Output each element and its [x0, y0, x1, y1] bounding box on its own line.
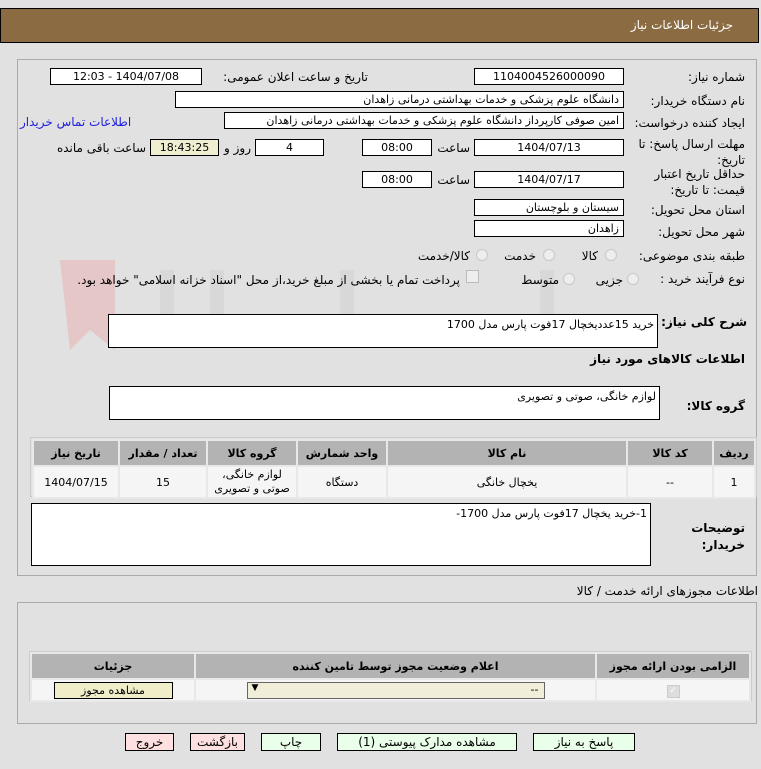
- cell-name: یخچال خانگی: [386, 465, 628, 499]
- payment-note: پرداخت تمام یا بخشی از مبلغ خرید،از محل …: [77, 273, 460, 287]
- items-table: ردیف کد کالا نام کالا واحد شمارش گروه کا…: [32, 439, 756, 499]
- cell-row: 1: [712, 465, 756, 499]
- reply-button[interactable]: پاسخ به نیاز: [533, 733, 635, 751]
- need-number-label: شماره نیاز:: [688, 70, 745, 84]
- details-panel: [17, 59, 757, 576]
- creator-label: ایجاد کننده درخواست:: [634, 116, 745, 130]
- summary-textarea[interactable]: خرید 15عددیخچال 17فوت پارس مدل 1700: [108, 314, 658, 348]
- buyer-notes-label: توضیحات خریدار:: [691, 521, 745, 552]
- group-label: گروه کالا:: [686, 399, 745, 413]
- col-group: گروه کالا: [206, 439, 298, 467]
- deadline-date-field: 1404/07/13: [474, 139, 624, 156]
- action-buttons: پاسخ به نیاز مشاهده مدارک پیوستی (1) چاپ…: [125, 733, 635, 751]
- exit-button[interactable]: خروج: [125, 733, 174, 751]
- col-details: جزئیات: [30, 652, 196, 680]
- col-name: نام کالا: [386, 439, 628, 467]
- deadline-time-label: ساعت: [437, 141, 470, 155]
- chevron-down-icon: ▼: [251, 682, 259, 693]
- process-label: نوع فرآیند خرید :: [660, 272, 745, 286]
- days-label: روز و: [224, 141, 251, 155]
- buyer-notes-textarea[interactable]: 1-خرید یخچال 17فوت پارس مدل 1700-: [31, 503, 651, 566]
- process-option-minor: جزیی: [595, 273, 623, 287]
- days-remaining-field: 4: [255, 139, 324, 156]
- col-date: تاریخ نیاز: [32, 439, 120, 467]
- deadline-time-field: 08:00: [362, 139, 432, 156]
- validity-time-label: ساعت: [437, 173, 470, 187]
- cell-unit: دستگاه: [296, 465, 388, 499]
- buyer-contact-link[interactable]: اطلاعات تماس خریدار: [20, 115, 132, 129]
- category-radio-service[interactable]: [543, 249, 555, 261]
- cell-qty: 15: [118, 465, 208, 499]
- city-field: زاهدان: [474, 220, 624, 237]
- back-button[interactable]: بازگشت: [190, 733, 245, 751]
- category-radio-both[interactable]: [476, 249, 488, 261]
- table-row: 1 -- یخچال خانگی دستگاه لوازم خانگی، صوت…: [32, 465, 756, 499]
- col-unit: واحد شمارش: [296, 439, 388, 467]
- permit-status-select[interactable]: -- ▼: [246, 681, 545, 699]
- cell-date: 1404/07/15: [32, 465, 120, 499]
- cell-code: --: [626, 465, 714, 499]
- category-option-goods: کالا: [581, 249, 598, 263]
- col-row: ردیف: [712, 439, 756, 467]
- time-remaining-label: ساعت باقی مانده: [56, 141, 146, 155]
- table-row: ✓ -- ▼ مشاهده مجوز: [30, 678, 751, 702]
- validity-label: حداقل تاریخ اعتبار قیمت: تا تاریخ:: [654, 167, 745, 197]
- province-label: استان محل تحویل:: [650, 203, 745, 217]
- col-status: اعلام وضعیت مجوز توسط تامین کننده: [194, 652, 597, 680]
- category-option-both: کالا/خدمت: [417, 249, 470, 263]
- process-option-medium: متوسط: [521, 273, 559, 287]
- validity-time-field: 08:00: [362, 171, 432, 188]
- process-radio-medium[interactable]: [563, 273, 575, 285]
- view-permit-button[interactable]: مشاهده مجوز: [53, 681, 173, 699]
- summary-label: شرح کلی نیاز:: [661, 315, 747, 329]
- category-option-service: خدمت: [504, 249, 536, 263]
- permits-panel: [17, 602, 757, 724]
- announce-field: 1404/07/08 - 12:03: [50, 68, 202, 85]
- group-textarea[interactable]: لوازم خانگی، صوتی و تصویری: [109, 386, 660, 420]
- col-qty: تعداد / مقدار: [118, 439, 208, 467]
- page-title: جزئیات اطلاعات نیاز: [630, 18, 733, 32]
- cell-group: لوازم خانگی، صوتی و تصویری: [206, 465, 298, 499]
- attachments-button[interactable]: مشاهده مدارک پیوستی (1): [337, 733, 517, 751]
- col-code: کد کالا: [626, 439, 714, 467]
- col-required: الزامی بودن ارائه مجوز: [595, 652, 751, 680]
- announce-label: تاریخ و ساعت اعلان عمومی:: [223, 70, 368, 84]
- need-number-field: 1104004526000090: [474, 68, 624, 85]
- time-remaining-field: 18:43:25: [150, 139, 219, 156]
- category-radio-goods[interactable]: [605, 249, 617, 261]
- treasury-checkbox[interactable]: [466, 270, 479, 283]
- buyer-field: دانشگاه علوم پزشکی و خدمات بهداشتی درمان…: [175, 91, 624, 108]
- creator-field: امین صوفی کارپرداز دانشگاه علوم پزشکی و …: [224, 112, 624, 129]
- page-header: جزئیات اطلاعات نیاز: [0, 8, 759, 43]
- deadline-label: مهلت ارسال پاسخ: تا تاریخ:: [638, 137, 745, 167]
- permits-title: اطلاعات مجوزهای ارائه خدمت / کالا: [576, 584, 758, 598]
- validity-date-field: 1404/07/17: [474, 171, 624, 188]
- print-button[interactable]: چاپ: [261, 733, 321, 751]
- permits-table: الزامی بودن ارائه مجوز اعلام وضعیت مجوز …: [30, 652, 751, 702]
- city-label: شهر محل تحویل:: [658, 225, 745, 239]
- process-radio-minor[interactable]: [627, 273, 639, 285]
- category-label: طبقه بندی موضوعی:: [638, 249, 745, 263]
- required-checkbox: ✓: [666, 684, 680, 698]
- province-field: سیستان و بلوچستان: [474, 199, 624, 216]
- goods-section-title: اطلاعات کالاهای مورد نیاز: [590, 352, 745, 366]
- select-value: --: [530, 682, 539, 696]
- buyer-label: نام دستگاه خریدار:: [650, 94, 746, 108]
